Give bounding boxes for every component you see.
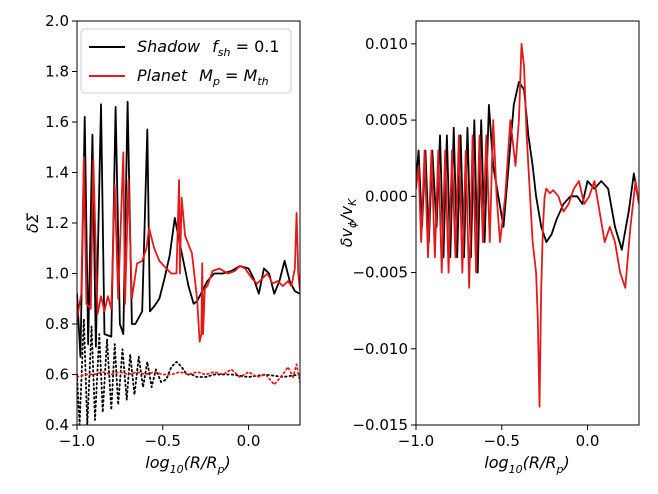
legend-planet-eq: = <box>220 66 244 85</box>
left-plot-series <box>77 100 300 425</box>
legend-planet-var: M <box>199 66 213 85</box>
left-ytick-label: 0.4 <box>45 416 69 434</box>
right-ytick-label: −0.015 <box>352 416 408 434</box>
right-x-label-log: log <box>484 453 508 472</box>
legend-label-shadow: Shadow fsh = 0.1 <box>137 37 280 59</box>
left-ytick-label: 1.8 <box>45 63 69 81</box>
right-xtick-label: −1.0 <box>398 432 434 450</box>
right-y-label-k-sub: K <box>346 198 359 206</box>
right-y-label-phi-sub: ϕ <box>346 221 359 228</box>
left-series-planet <box>77 151 300 343</box>
right-x-label-log-sub: 10 <box>509 463 523 476</box>
left-ytick-label: 2.0 <box>45 12 69 30</box>
left-ytick-label: 1.6 <box>45 113 69 131</box>
left-ytick-label: 1.2 <box>45 214 69 232</box>
left-x-axis-label: log10(R/Rp) <box>145 453 231 476</box>
left-x-label-rest: (R/R <box>184 453 218 472</box>
legend-box <box>80 28 292 94</box>
legend-planet-sub2: th <box>257 75 268 88</box>
right-ytick-label: 0.005 <box>365 111 408 129</box>
left-ytick-label: 0.6 <box>45 366 69 384</box>
legend-label-planet: Planet Mp = Mth <box>137 66 269 88</box>
right-ytick-label: 0.000 <box>365 187 408 205</box>
left-series-shadow-dotted <box>77 318 300 425</box>
left-x-label-log-sub: 10 <box>170 463 184 476</box>
legend-shadow-sub: sh <box>218 46 231 59</box>
left-x-label-log: log <box>145 453 169 472</box>
legend: Shadow fsh = 0.1 Planet Mp = Mth <box>80 28 292 94</box>
left-y-ticks: 0.4 0.6 0.8 1.0 1.2 1.4 1.6 1.8 2.0 <box>45 12 77 434</box>
right-x-axis-label: log10(R/Rp) <box>484 453 570 476</box>
right-ytick-label: 0.010 <box>365 35 408 53</box>
right-ytick-label: −0.010 <box>352 340 408 358</box>
left-y-axis-label: δΣ <box>23 212 42 233</box>
right-plot-series <box>416 42 639 408</box>
right-axes-frame <box>415 20 640 426</box>
legend-planet-var2: M <box>244 66 258 85</box>
left-ytick-label: 1.4 <box>45 164 69 182</box>
left-series-planet-dotted <box>77 363 300 386</box>
right-y-axis-label: δvϕ/vK <box>337 198 359 247</box>
right-x-ticks: −1.0 −0.5 0.0 <box>398 425 600 450</box>
right-xtick-label: −0.5 <box>484 432 520 450</box>
right-y-label-over: /v <box>337 205 356 222</box>
left-xtick-label: 0.0 <box>237 432 261 450</box>
left-xtick-label: −0.5 <box>145 432 181 450</box>
left-ytick-label: 1.0 <box>45 265 69 283</box>
legend-shadow-main: Shadow <box>137 37 201 56</box>
left-series-shadow <box>77 100 300 358</box>
right-x-label-p-sub: p <box>556 463 564 476</box>
left-xtick-label: −1.0 <box>59 432 95 450</box>
legend-planet-sub: p <box>212 75 220 88</box>
left-x-label-p-sub: p <box>217 463 225 476</box>
legend-shadow-var: f <box>212 37 220 56</box>
right-y-ticks: −0.015 −0.010 −0.005 0.000 0.005 0.010 <box>352 35 416 434</box>
right-xtick-label: 0.0 <box>576 432 600 450</box>
right-y-label-dv: δv <box>337 228 356 248</box>
left-x-label-close: ) <box>224 453 231 472</box>
left-x-ticks: −1.0 −0.5 0.0 <box>59 425 261 450</box>
left-panel: 0.40.60.81.01.21.41.61.82.0 −1.0 −0.5 0.0 … <box>23 12 301 476</box>
legend-planet-main: Planet <box>137 66 188 85</box>
left-ytick-label: 0.8 <box>45 315 69 333</box>
right-x-label-close: ) <box>563 453 570 472</box>
legend-shadow-rest: = 0.1 <box>230 37 279 56</box>
right-x-label-rest: (R/R <box>523 453 557 472</box>
right-series-planet <box>416 42 639 408</box>
right-series-shadow <box>416 81 639 274</box>
right-ytick-label: −0.005 <box>352 264 408 282</box>
